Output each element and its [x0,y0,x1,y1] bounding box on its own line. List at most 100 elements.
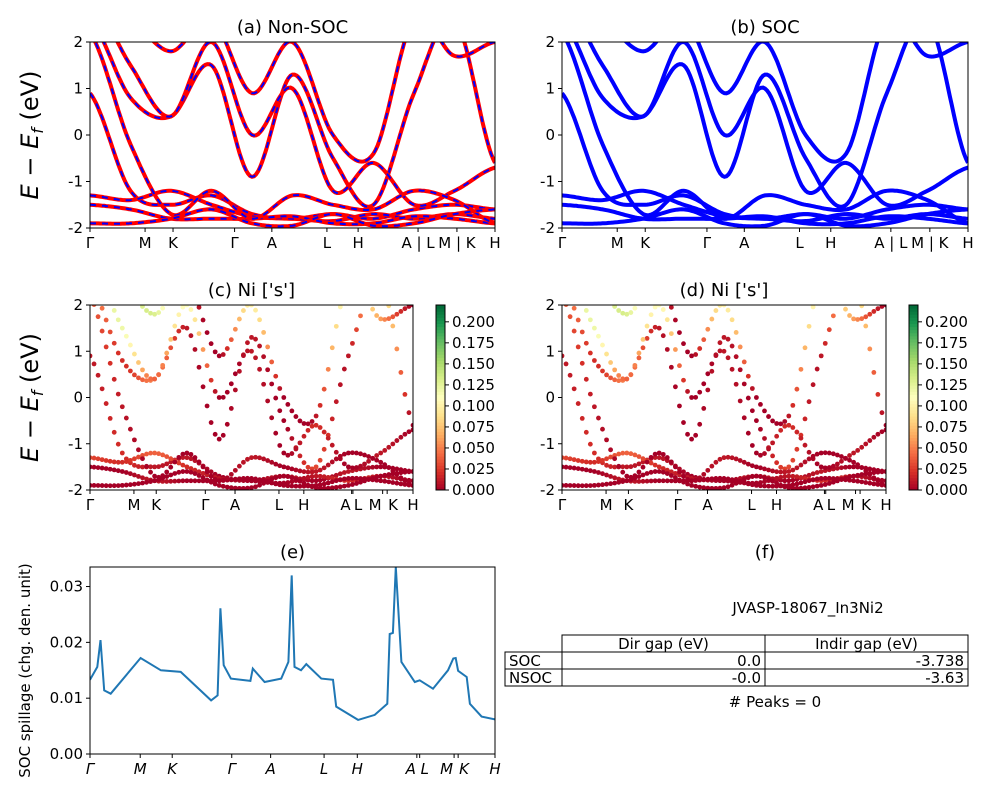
band-point [148,310,153,316]
band-point [628,477,634,483]
band-point [725,355,731,361]
band-point [641,293,646,298]
band-point [592,404,597,410]
band-point [818,469,824,474]
band-point [216,395,222,400]
colorbar-segment [436,443,445,448]
band-point [867,311,873,317]
band-point [685,481,690,487]
band-point [277,482,283,488]
chart-title: (b) SOC [730,17,799,38]
band-point [879,429,885,435]
x-tick-label: A [230,496,241,514]
x-tick-label: H [489,234,500,252]
band-point [608,447,613,453]
band-point [164,479,170,484]
colorbar-segment [436,425,445,429]
band-point [741,476,747,482]
band-point [196,459,202,465]
band-point [649,282,654,287]
band-point [123,363,129,369]
band-point [249,305,254,308]
x-tick-label: L [354,496,363,514]
ylabel-main: E − E [16,133,44,200]
band-point [136,447,141,453]
band-point [309,419,315,424]
x-tick-label: Γ [703,234,712,252]
band-point [140,377,145,383]
band-point [713,485,719,490]
band-point [341,366,347,372]
band-point [103,466,109,472]
band-point [245,340,250,346]
band-point [770,453,775,459]
band-point [289,436,295,441]
band-point [660,333,666,339]
band-point [749,474,755,479]
band-point [208,341,214,347]
band-point [762,451,767,456]
colorbar-segment [909,351,918,355]
band-point [337,453,343,459]
colorbar-segment [909,382,918,386]
x-tick-label: H [352,760,363,778]
band-point [301,460,307,466]
band-point [620,469,626,475]
band-point [172,335,178,341]
band-point [664,467,670,473]
band-point [612,377,618,383]
column-header: Indir gap (eV) [815,635,918,653]
band-point [346,450,351,456]
band-point [289,475,295,481]
colorbar-segment [436,314,445,318]
band-point [156,477,162,483]
band-point [196,331,202,336]
band-point [115,468,121,474]
band-point [652,462,658,468]
band-point [188,469,194,475]
band-point [600,457,605,463]
band-point [108,298,113,303]
band-point [212,431,218,437]
band-point [200,347,206,352]
band-point [656,325,662,331]
band-point [778,482,784,488]
band-point [859,465,865,470]
band-point [111,376,117,382]
band-point [624,478,630,484]
band-point [847,474,852,480]
colorbar-segment [436,348,445,352]
band-point [341,451,347,457]
band-point [406,410,412,416]
colorbar-segment [436,422,445,426]
x-tick-label: K [168,234,179,252]
colorbar-segment [909,449,918,454]
band-point [717,348,723,354]
band-point [616,378,622,384]
band-point [317,467,323,473]
band-point [859,316,865,322]
band-point [778,474,784,480]
band-point [604,462,609,468]
band-point [156,372,162,377]
band-point [188,466,194,471]
band-point [563,483,569,488]
band-point [802,485,808,490]
band-point [313,413,319,419]
band-point [378,464,384,470]
x-tick-label: K [861,496,872,514]
band-point [640,472,646,478]
band-line-2 [562,202,968,227]
band-point [568,260,573,265]
plot-area [90,567,495,721]
band-point [325,435,331,441]
band-point [693,432,699,438]
band-point [620,479,626,484]
band-point [184,464,190,470]
band-point [709,361,715,367]
x-tick-label: A [405,760,416,778]
band-point [587,441,593,447]
band-point [762,466,767,472]
band-point [640,478,646,484]
band-point [782,484,788,490]
